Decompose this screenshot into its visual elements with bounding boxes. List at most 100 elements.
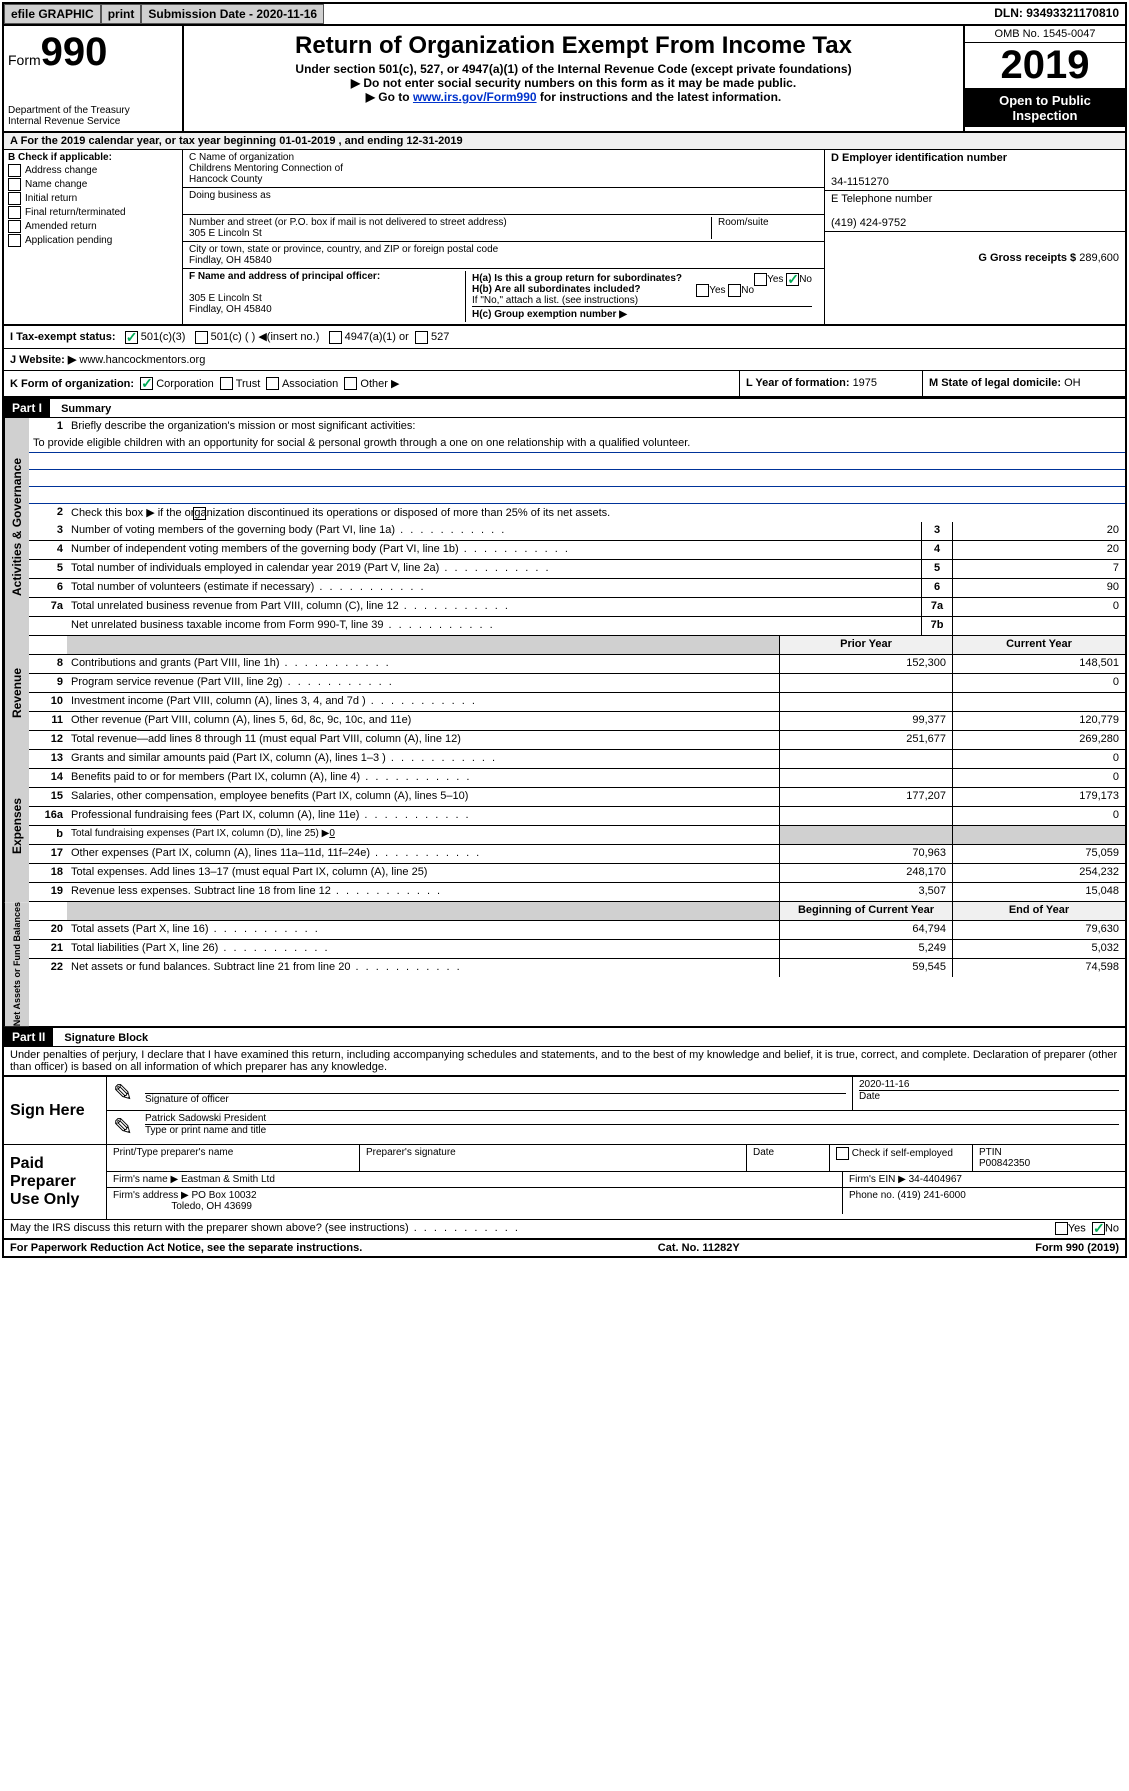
expenses-sidelabel: Expenses <box>4 750 29 902</box>
gross-receipts-label: G Gross receipts $ <box>978 252 1079 264</box>
gross-receipts-value: 289,600 <box>1079 252 1119 264</box>
org-name-2: Hancock County <box>189 174 818 185</box>
final-return-label: Final return/terminated <box>25 207 126 218</box>
officer-name-label: Type or print name and title <box>145 1125 1119 1136</box>
h-c-label: H(c) Group exemption number ▶ <box>472 306 812 320</box>
line-10-label: Investment income (Part VIII, column (A)… <box>67 693 779 711</box>
signature-block: Sign Here ✎ Signature of officer 2020-11… <box>4 1075 1125 1240</box>
col-b-label: B Check if applicable: <box>8 152 178 163</box>
corp-checkbox[interactable] <box>140 377 153 390</box>
line-16a-curr: 0 <box>952 807 1125 825</box>
sig-date-value: 2020-11-16 <box>859 1079 1119 1091</box>
app-pending-checkbox[interactable] <box>8 234 21 247</box>
4947-checkbox[interactable] <box>329 331 342 344</box>
firm-addr-2: Toledo, OH 43699 <box>171 1201 252 1212</box>
527-checkbox[interactable] <box>415 331 428 344</box>
line-2-label: Check this box ▶ if the organization dis… <box>71 507 610 519</box>
trust-label: Trust <box>236 378 261 390</box>
domicile-label: M State of legal domicile: <box>929 377 1064 389</box>
firm-ein-value: 34-4404967 <box>909 1174 962 1185</box>
line-17-curr: 75,059 <box>952 845 1125 863</box>
app-pending-label: Application pending <box>25 235 112 246</box>
line-16b-value: 0 <box>329 828 335 839</box>
goto-prefix: ▶ Go to <box>366 90 413 104</box>
top-bar: efile GRAPHIC print Submission Date - 20… <box>4 4 1125 26</box>
tax-exempt-row: I Tax-exempt status: 501(c)(3) 501(c) ( … <box>4 326 1125 349</box>
initial-return-checkbox[interactable] <box>8 192 21 205</box>
line-6-value: 90 <box>952 579 1125 597</box>
page-footer: For Paperwork Reduction Act Notice, see … <box>4 1240 1125 1256</box>
line-2-checkbox[interactable] <box>193 507 206 520</box>
assoc-checkbox[interactable] <box>266 377 279 390</box>
form-number-block: Form990 <box>8 30 178 75</box>
revenue-sidelabel: Revenue <box>4 636 29 750</box>
hb-yes-checkbox[interactable] <box>696 284 709 297</box>
line-16b-prior <box>779 826 952 844</box>
form-990-page: efile GRAPHIC print Submission Date - 20… <box>2 2 1127 1258</box>
tax-year-row: A For the 2019 calendar year, or tax yea… <box>4 133 1125 150</box>
final-return-checkbox[interactable] <box>8 206 21 219</box>
form-number: 990 <box>41 30 108 74</box>
line-13-prior <box>779 750 952 768</box>
line-14-prior <box>779 769 952 787</box>
yes-label: Yes <box>767 274 783 285</box>
ha-no-checkbox[interactable] <box>786 273 799 286</box>
501c3-checkbox[interactable] <box>125 331 138 344</box>
line-13-curr: 0 <box>952 750 1125 768</box>
ha-yes-checkbox[interactable] <box>754 273 767 286</box>
hb-no-checkbox[interactable] <box>728 284 741 297</box>
line-16b-text: Total fundraising expenses (Part IX, col… <box>71 828 329 839</box>
line-3-label: Number of voting members of the governin… <box>67 522 921 540</box>
prep-date-label: Date <box>747 1145 830 1171</box>
amended-checkbox[interactable] <box>8 220 21 233</box>
print-button[interactable]: print <box>101 4 142 24</box>
form-label: Form <box>8 52 41 68</box>
self-employed-checkbox[interactable] <box>836 1147 849 1160</box>
line-20-label: Total assets (Part X, line 16) <box>67 921 779 939</box>
officer-name-value: Patrick Sadowski President <box>145 1113 1119 1125</box>
discuss-no-label: No <box>1105 1223 1119 1235</box>
line-10-curr <box>952 693 1125 711</box>
yes-label-2: Yes <box>709 285 725 296</box>
addr-change-checkbox[interactable] <box>8 164 21 177</box>
line-8-prior: 152,300 <box>779 655 952 673</box>
line-15-curr: 179,173 <box>952 788 1125 806</box>
revenue-section: Revenue Prior YearCurrent Year 8Contribu… <box>4 636 1125 750</box>
line-17-prior: 70,963 <box>779 845 952 863</box>
part-2-badge: Part II <box>4 1028 53 1046</box>
discuss-no-checkbox[interactable] <box>1092 1222 1105 1235</box>
line-3-value: 20 <box>952 522 1125 540</box>
corp-label: Corporation <box>156 378 213 390</box>
line-12-curr: 269,280 <box>952 731 1125 749</box>
sig-date-label: Date <box>859 1091 1119 1102</box>
part-1-title: Summary <box>53 401 119 417</box>
irs-link[interactable]: www.irs.gov/Form990 <box>413 90 537 104</box>
line-11-label: Other revenue (Part VIII, column (A), li… <box>67 712 779 730</box>
501c-checkbox[interactable] <box>195 331 208 344</box>
city-state-zip: Findlay, OH 45840 <box>189 255 818 266</box>
part-1-badge: Part I <box>4 399 50 417</box>
mission-text: To provide eligible children with an opp… <box>29 436 1125 453</box>
line-22-prior: 59,545 <box>779 959 952 977</box>
line-16a-label: Professional fundraising fees (Part IX, … <box>67 807 779 825</box>
trust-checkbox[interactable] <box>220 377 233 390</box>
net-assets-section: Net Assets or Fund Balances Beginning of… <box>4 902 1125 1027</box>
ein-label: D Employer identification number <box>831 152 1119 164</box>
dln: DLN: 93493321170810 <box>988 4 1125 24</box>
line-15-prior: 177,207 <box>779 788 952 806</box>
line-8-curr: 148,501 <box>952 655 1125 673</box>
city-label: City or town, state or province, country… <box>189 244 818 255</box>
line-12-label: Total revenue—add lines 8 through 11 (mu… <box>67 731 779 749</box>
domicile-value: OH <box>1064 377 1081 389</box>
identification-block: B Check if applicable: Address change Na… <box>4 150 1125 326</box>
discuss-yes-checkbox[interactable] <box>1055 1222 1068 1235</box>
perjury-statement: Under penalties of perjury, I declare th… <box>4 1047 1125 1075</box>
line-16b-curr <box>952 826 1125 844</box>
officer-label: F Name and address of principal officer: <box>189 271 465 282</box>
officer-addr-2: Findlay, OH 45840 <box>189 304 465 315</box>
website-label: J Website: ▶ <box>10 354 76 366</box>
name-change-checkbox[interactable] <box>8 178 21 191</box>
other-checkbox[interactable] <box>344 377 357 390</box>
line-9-label: Program service revenue (Part VIII, line… <box>67 674 779 692</box>
line-21-label: Total liabilities (Part X, line 26) <box>67 940 779 958</box>
